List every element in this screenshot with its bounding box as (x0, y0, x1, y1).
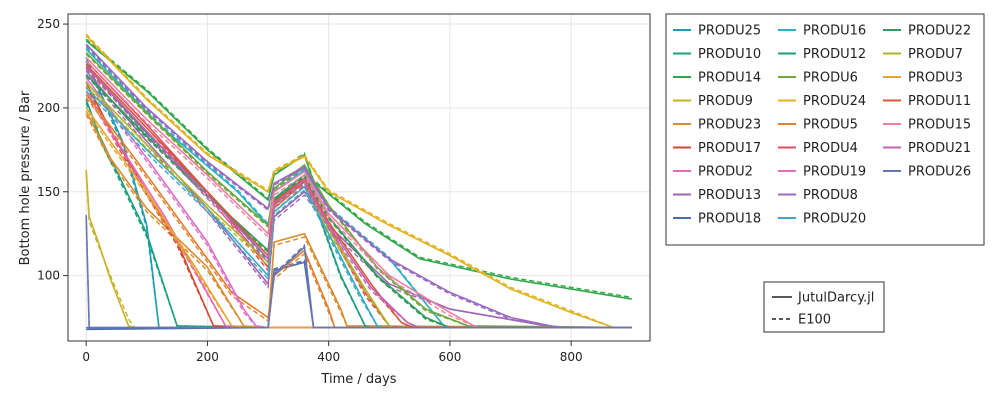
x-axis-label: Time / days (320, 372, 396, 387)
legend-label: PRODU8 (803, 188, 858, 203)
series-line-e100-produ19 (85, 80, 632, 329)
x-axis: 0 200 400 600 800 (82, 341, 583, 364)
series-line-e100-produ8 (85, 45, 632, 329)
legend-label: PRODU20 (803, 212, 866, 227)
legend-label: PRODU11 (908, 94, 971, 109)
y-tick-label: 250 (37, 17, 60, 31)
legend-label: PRODU19 (803, 165, 866, 180)
legend-series-frame (665, 13, 985, 246)
legend-label: PRODU18 (698, 212, 761, 227)
legend-label: PRODU22 (908, 24, 971, 39)
legend-label: PRODU23 (698, 118, 761, 133)
series-line-jutul-produ24 (85, 35, 632, 329)
series-line-jutul-produ11 (85, 63, 632, 329)
legend-label: PRODU14 (698, 71, 761, 86)
legend-label: PRODU17 (698, 141, 761, 156)
series-line-e100-produ2 (85, 94, 632, 329)
legend-label: PRODU15 (908, 118, 971, 133)
style-legend-label: E100 (798, 313, 831, 328)
legend-label: PRODU5 (803, 118, 858, 133)
series-line-e100-produ3 (85, 110, 632, 329)
legend-label: PRODU12 (803, 47, 866, 62)
x-tick-label: 600 (438, 350, 461, 364)
x-tick-label: 0 (82, 350, 90, 364)
x-tick-label: 800 (560, 350, 583, 364)
series-line-e100-produ6 (85, 53, 632, 329)
legend-label: PRODU25 (698, 24, 761, 39)
x-tick-label: 200 (196, 350, 219, 364)
series-line-jutul-produ8 (85, 43, 632, 329)
series-line-e100-produ17 (85, 85, 632, 329)
legend-label: PRODU3 (908, 71, 963, 86)
series-line-jutul-produ6 (85, 52, 632, 329)
legend-label: PRODU24 (803, 94, 866, 109)
x-tick-label: 400 (317, 350, 340, 364)
series-line-e100-produ24 (85, 33, 632, 329)
legend-style: JutulDarcy.jl E100 (763, 281, 885, 333)
legend-label: PRODU13 (698, 188, 761, 203)
legend-label: PRODU10 (698, 47, 761, 62)
legend-label: PRODU21 (908, 141, 971, 156)
legend-label: PRODU9 (698, 94, 753, 109)
legend-label: PRODU26 (908, 165, 971, 180)
legend-style-frame (763, 281, 885, 333)
legend-label: PRODU7 (908, 47, 963, 62)
legend-label: PRODU2 (698, 165, 753, 180)
series-line-e100-produ14 (85, 38, 632, 299)
legend-series: PRODU25 PRODU10 PRODU14 PRODU9 PRODU23 PRODU1… (665, 13, 985, 246)
y-axis-label: Bottom hole pressure / Bar (18, 90, 33, 265)
series-line-jutul-produ21 (85, 65, 632, 329)
series-line-jutul-produ26 (85, 215, 632, 329)
y-tick-label: 150 (37, 185, 60, 199)
series-line-jutul-produ14 (85, 40, 632, 300)
series-line-e100-produ13 (85, 73, 632, 329)
plot-frame (67, 13, 651, 342)
legend-label: PRODU4 (803, 141, 858, 156)
y-tick-label: 100 (37, 269, 60, 283)
series-line-e100-produ15 (85, 60, 632, 329)
y-tick-label: 200 (37, 101, 60, 115)
series-line-jutul-produ15 (85, 57, 632, 329)
style-legend-label: JutulDarcy.jl (797, 291, 874, 306)
y-axis: 100 150 200 250 (37, 17, 68, 283)
plot-series-group (85, 33, 632, 331)
legend-label: PRODU6 (803, 71, 858, 86)
legend-label: PRODU16 (803, 24, 866, 39)
